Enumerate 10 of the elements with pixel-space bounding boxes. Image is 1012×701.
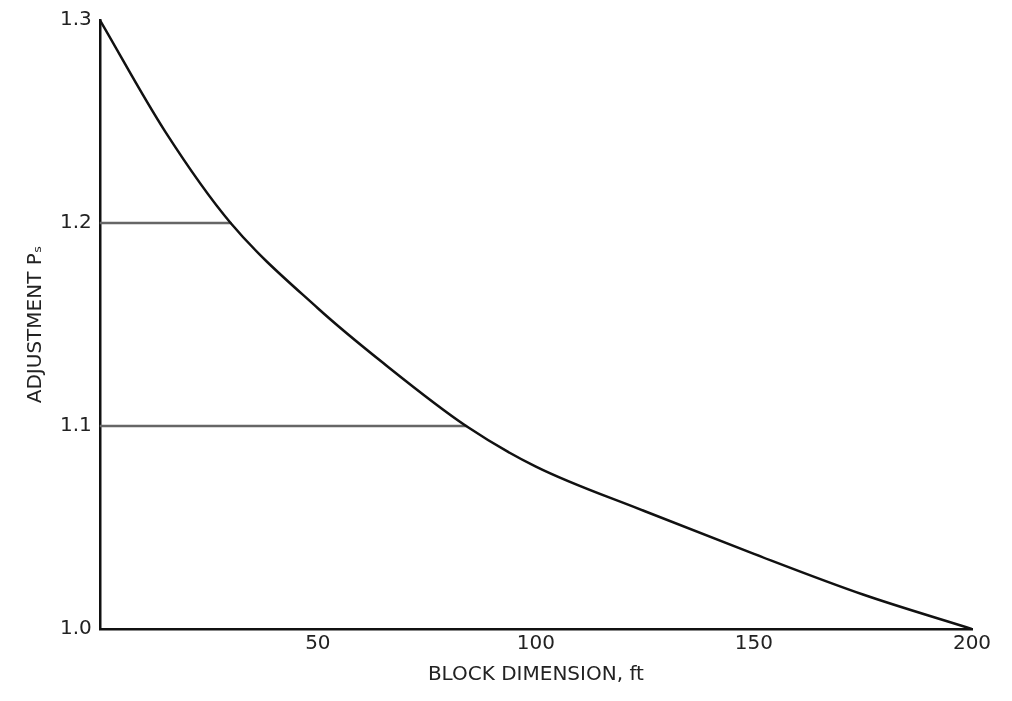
x-tick-label: 100 bbox=[516, 630, 555, 655]
x-tick-label: 50 bbox=[305, 630, 331, 655]
y-tick-label: 1.0 bbox=[59, 615, 92, 640]
y-tick-label: 1.3 bbox=[59, 6, 92, 31]
x-tick-label: 200 bbox=[952, 630, 992, 655]
y-axis-title: ADJUSTMENT Pₛ bbox=[22, 245, 47, 404]
y-tick-label: 1.1 bbox=[59, 412, 92, 437]
x-axis-title: BLOCK DIMENSION, ft bbox=[427, 661, 645, 686]
y-tick-label: 1.2 bbox=[59, 209, 92, 234]
x-tick-label: 150 bbox=[734, 630, 774, 655]
